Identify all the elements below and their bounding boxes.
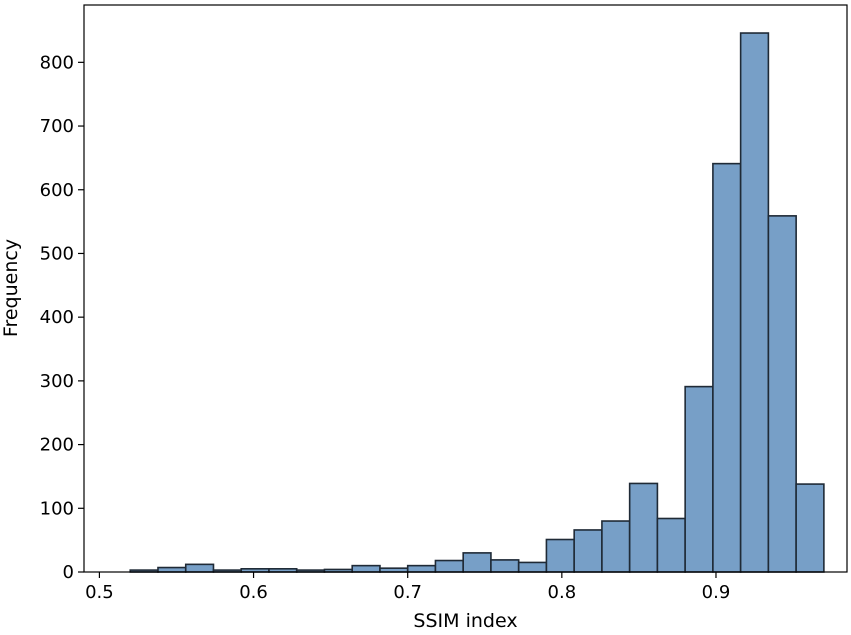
x-tick-label: 0.7 (393, 582, 422, 603)
y-axis-ticks: 0 100 200 300 400 500 600 700 800 (40, 52, 84, 583)
y-tick-label: 600 (40, 180, 74, 201)
histogram-bar-20 (684, 385, 714, 573)
histogram-bar-15 (545, 538, 575, 573)
y-tick-label: 200 (40, 435, 74, 456)
y-tick-label: 500 (40, 243, 74, 264)
x-tick-label: 0.8 (548, 582, 577, 603)
y-tick-label: 700 (40, 116, 74, 137)
x-tick-label: 0.5 (85, 582, 114, 603)
histogram-bar-11 (434, 559, 464, 573)
histogram-bar-21 (712, 162, 742, 573)
x-axis-ticks: 0.5 0.6 0.7 0.8 0.9 (85, 572, 730, 603)
y-tick-label: 100 (40, 498, 74, 519)
histogram-bar-19 (656, 517, 686, 573)
x-axis-label: SSIM index (413, 610, 517, 632)
histogram-bar-2 (184, 563, 215, 573)
histogram-bar-13 (490, 559, 520, 573)
histogram-bar-1 (157, 566, 187, 573)
y-tick-label: 800 (40, 52, 74, 73)
histogram-bar-12 (462, 552, 492, 573)
y-tick-label: 400 (40, 307, 74, 328)
y-tick-label: 300 (40, 371, 74, 392)
histogram-bar-22 (739, 32, 770, 573)
histogram-bar-23 (767, 215, 797, 573)
y-axis-label: Frequency (0, 239, 22, 337)
x-tick-label: 0.9 (702, 582, 731, 603)
x-tick-label: 0.6 (239, 582, 268, 603)
histogram-bar-8 (351, 564, 381, 573)
histogram-bar-18 (628, 482, 659, 573)
plot-frame (83, 4, 848, 573)
histogram-bar-24 (795, 483, 825, 573)
histogram-bar-10 (406, 564, 437, 573)
y-tick-label: 0 (63, 562, 74, 583)
histogram-bar-16 (573, 529, 603, 573)
histogram-bar-14 (517, 561, 548, 573)
histogram-bar-17 (601, 520, 631, 573)
